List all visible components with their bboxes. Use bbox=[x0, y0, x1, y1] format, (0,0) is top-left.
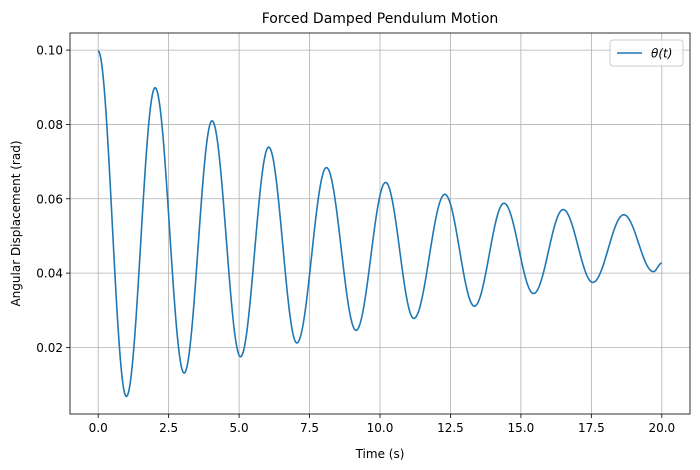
x-tick-label: 2.5 bbox=[159, 421, 178, 435]
y-axis-label: Angular Displacement (rad) bbox=[9, 140, 23, 306]
legend-box bbox=[609, 39, 684, 67]
legend-label-theta: θ(t) bbox=[651, 47, 672, 61]
y-tick-label: 0.08 bbox=[36, 118, 63, 132]
x-tick-label: 20.0 bbox=[648, 421, 675, 435]
y-tick-label: 0.10 bbox=[36, 44, 63, 58]
x-tick-label: 12.5 bbox=[437, 421, 464, 435]
legend: θ(t) bbox=[609, 39, 684, 67]
y-tick-label: 0.06 bbox=[36, 192, 63, 206]
y-tick-label: 0.04 bbox=[36, 267, 63, 281]
y-axis: 0.02 0.04 0.06 0.08 0.10 bbox=[36, 44, 70, 355]
y-tick-label: 0.02 bbox=[36, 341, 63, 355]
x-tick-label: 7.5 bbox=[300, 421, 319, 435]
x-axis-label: Time (s) bbox=[355, 447, 405, 461]
x-tick-label: 10.0 bbox=[367, 421, 394, 435]
series-line-theta bbox=[97, 50, 663, 398]
plot-area bbox=[97, 50, 663, 398]
x-tick-label: 5.0 bbox=[230, 421, 249, 435]
grid bbox=[70, 33, 690, 414]
x-tick-label: 15.0 bbox=[508, 421, 535, 435]
x-tick-label: 0.0 bbox=[89, 421, 108, 435]
chart-title: Forced Damped Pendulum Motion bbox=[262, 11, 499, 27]
x-axis: 0.0 2.5 5.0 7.5 10.0 12.5 15.0 17.5 20.0 bbox=[89, 414, 675, 435]
x-tick-label: 17.5 bbox=[578, 421, 605, 435]
